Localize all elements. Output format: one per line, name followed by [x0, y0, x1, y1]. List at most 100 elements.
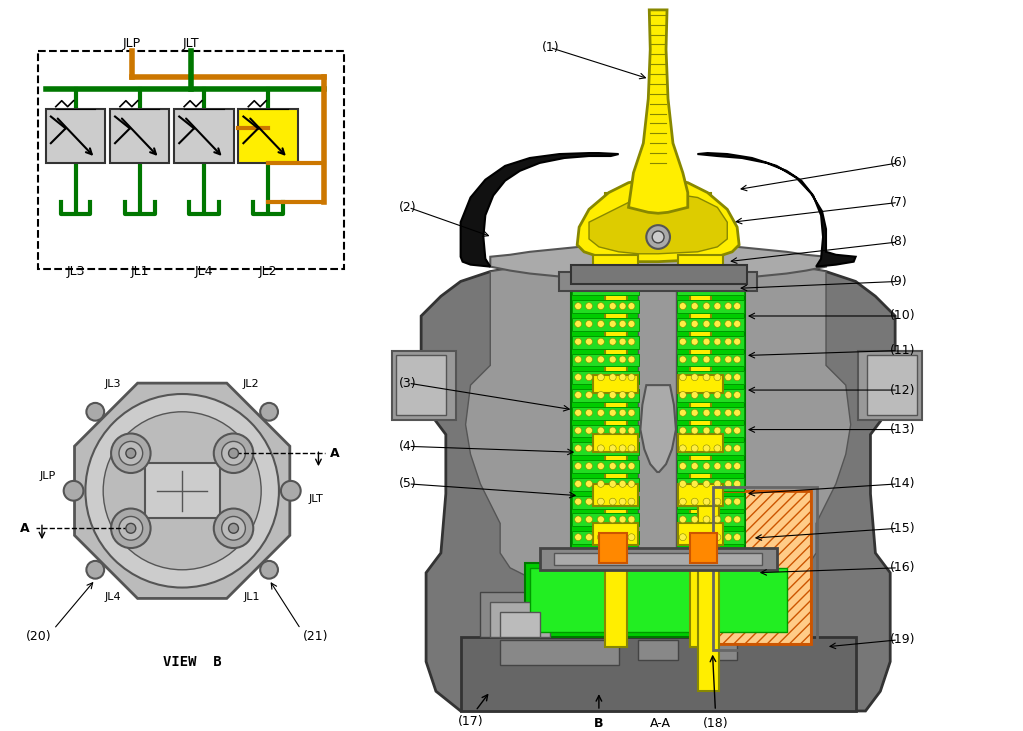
Text: VIEW  B: VIEW B — [163, 655, 221, 669]
Bar — [38, 51, 344, 268]
Circle shape — [585, 320, 592, 327]
Circle shape — [597, 427, 605, 434]
Bar — [677, 425, 744, 437]
Polygon shape — [577, 179, 739, 262]
Circle shape — [619, 534, 626, 541]
Circle shape — [725, 463, 731, 469]
Bar — [677, 478, 744, 491]
Bar — [572, 389, 639, 402]
Circle shape — [585, 463, 592, 469]
Circle shape — [703, 516, 710, 523]
Circle shape — [86, 403, 104, 420]
Circle shape — [628, 499, 635, 505]
Circle shape — [703, 285, 710, 292]
Circle shape — [628, 480, 635, 488]
Text: JLT: JLT — [309, 493, 323, 504]
Circle shape — [692, 480, 698, 488]
Circle shape — [619, 463, 626, 469]
Circle shape — [585, 516, 592, 523]
Circle shape — [619, 303, 626, 309]
Circle shape — [214, 509, 254, 548]
Circle shape — [692, 409, 698, 416]
Circle shape — [692, 445, 698, 452]
Bar — [572, 371, 639, 384]
Circle shape — [575, 499, 582, 505]
Circle shape — [597, 356, 605, 363]
Circle shape — [714, 516, 721, 523]
Bar — [238, 109, 298, 163]
Text: (1): (1) — [541, 41, 560, 54]
Text: A: A — [19, 522, 29, 535]
Circle shape — [619, 374, 626, 381]
Circle shape — [585, 427, 592, 434]
Circle shape — [610, 480, 616, 488]
Circle shape — [628, 356, 635, 363]
Circle shape — [714, 338, 721, 345]
Circle shape — [228, 448, 238, 458]
Circle shape — [725, 356, 731, 363]
Text: A: A — [330, 447, 340, 460]
Circle shape — [119, 442, 142, 465]
Bar — [572, 407, 639, 420]
Bar — [560, 271, 757, 292]
Circle shape — [703, 463, 710, 469]
Circle shape — [733, 338, 741, 345]
Circle shape — [112, 433, 150, 473]
Circle shape — [575, 356, 582, 363]
Circle shape — [610, 338, 616, 345]
Circle shape — [619, 499, 626, 505]
Circle shape — [733, 534, 741, 541]
Text: (9): (9) — [890, 275, 907, 288]
Bar — [593, 375, 638, 393]
Text: (7): (7) — [890, 196, 908, 209]
Circle shape — [679, 338, 686, 345]
Circle shape — [86, 561, 104, 579]
Circle shape — [703, 409, 710, 416]
Text: (17): (17) — [457, 715, 483, 728]
Circle shape — [725, 534, 731, 541]
Circle shape — [610, 392, 616, 398]
Bar — [593, 434, 638, 452]
Circle shape — [597, 374, 605, 381]
Bar — [678, 255, 723, 276]
Bar — [677, 513, 744, 526]
Circle shape — [733, 463, 741, 469]
Circle shape — [585, 392, 592, 398]
Circle shape — [733, 551, 741, 558]
Bar — [713, 487, 817, 650]
Bar — [690, 192, 711, 647]
Bar — [677, 407, 744, 420]
Text: JL2: JL2 — [243, 379, 260, 389]
Circle shape — [679, 480, 686, 488]
Circle shape — [714, 480, 721, 488]
Circle shape — [647, 225, 670, 249]
Circle shape — [597, 480, 605, 488]
Circle shape — [628, 320, 635, 327]
Circle shape — [733, 499, 741, 505]
Text: JL1: JL1 — [243, 592, 260, 602]
Circle shape — [679, 534, 686, 541]
Circle shape — [575, 427, 582, 434]
Circle shape — [679, 356, 686, 363]
Circle shape — [610, 303, 616, 309]
Bar — [572, 461, 639, 473]
Circle shape — [733, 356, 741, 363]
Circle shape — [692, 320, 698, 327]
Circle shape — [575, 463, 582, 469]
Circle shape — [619, 516, 626, 523]
Bar — [698, 493, 719, 692]
Circle shape — [725, 392, 731, 398]
Circle shape — [85, 394, 279, 588]
Circle shape — [575, 480, 582, 488]
Circle shape — [692, 551, 698, 558]
Text: JL1: JL1 — [131, 265, 149, 278]
Polygon shape — [421, 247, 895, 711]
Circle shape — [725, 320, 731, 327]
Text: JL3: JL3 — [66, 265, 85, 278]
Bar — [678, 375, 723, 393]
Text: (4): (4) — [399, 440, 416, 452]
Text: JLP: JLP — [123, 37, 141, 50]
Bar — [500, 640, 619, 664]
Bar — [572, 442, 639, 455]
Circle shape — [714, 427, 721, 434]
